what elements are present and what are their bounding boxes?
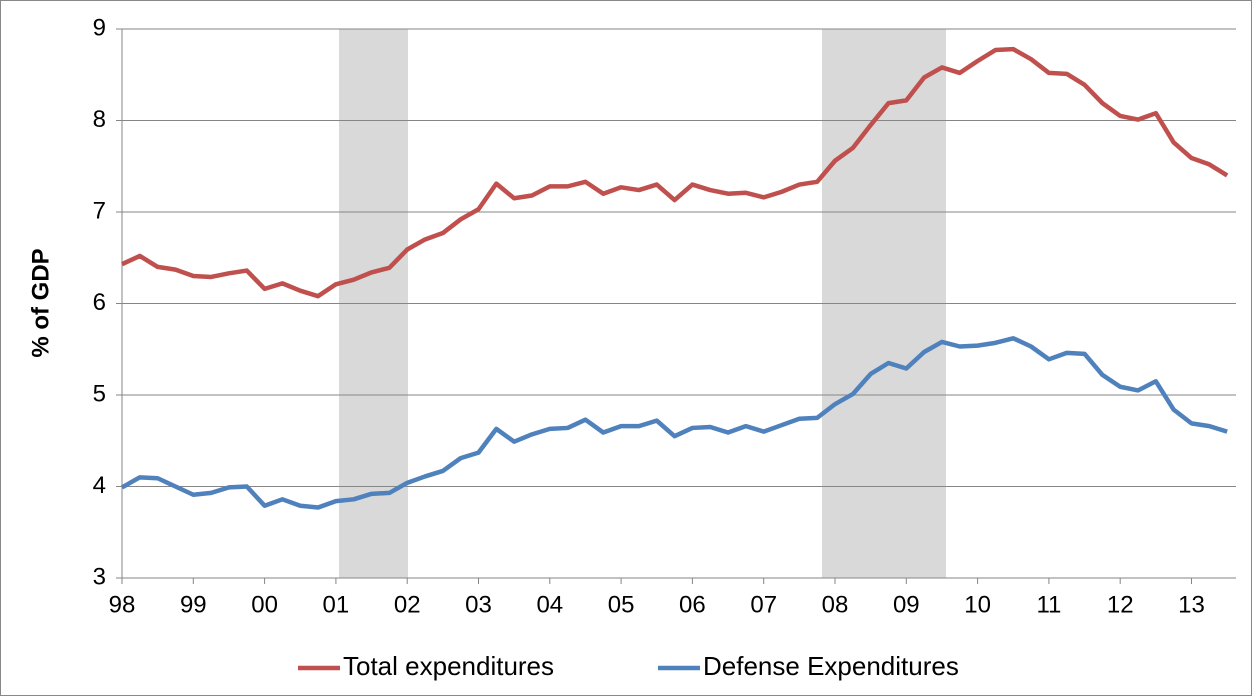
x-tick-label: 10 [964, 591, 991, 618]
x-tick-label: 13 [1178, 591, 1205, 618]
x-tick-label: 04 [536, 591, 563, 618]
x-tick-label: 02 [394, 591, 421, 618]
y-tick-label: 3 [93, 563, 106, 590]
x-tick-label: 03 [465, 591, 492, 618]
y-tick-label: 9 [93, 14, 106, 41]
x-tick-label: 09 [893, 591, 920, 618]
x-tick-label: 11 [1036, 591, 1061, 618]
x-tick-label: 01 [323, 591, 350, 618]
legend-label: Defense Expenditures [703, 651, 959, 681]
x-tick-label: 08 [822, 591, 849, 618]
x-tick-label: 07 [750, 591, 777, 618]
y-axis-label: % of GDP [27, 248, 54, 357]
x-tick-label: 99 [180, 591, 207, 618]
y-tick-label: 6 [93, 289, 106, 316]
x-tick-label: 98 [109, 591, 136, 618]
y-tick-label: 4 [93, 472, 106, 499]
y-tick-label: 5 [93, 380, 106, 407]
legend-label: Total expenditures [343, 651, 554, 681]
series-line [120, 336, 1228, 510]
x-tick-label: 12 [1107, 591, 1134, 618]
x-tick-label: 05 [608, 591, 635, 618]
x-tick-label: 06 [679, 591, 706, 618]
series-line [121, 46, 1229, 299]
y-tick-label: 7 [93, 197, 106, 224]
y-tick-label: 8 [93, 106, 106, 133]
x-tick-label: 00 [251, 591, 278, 618]
